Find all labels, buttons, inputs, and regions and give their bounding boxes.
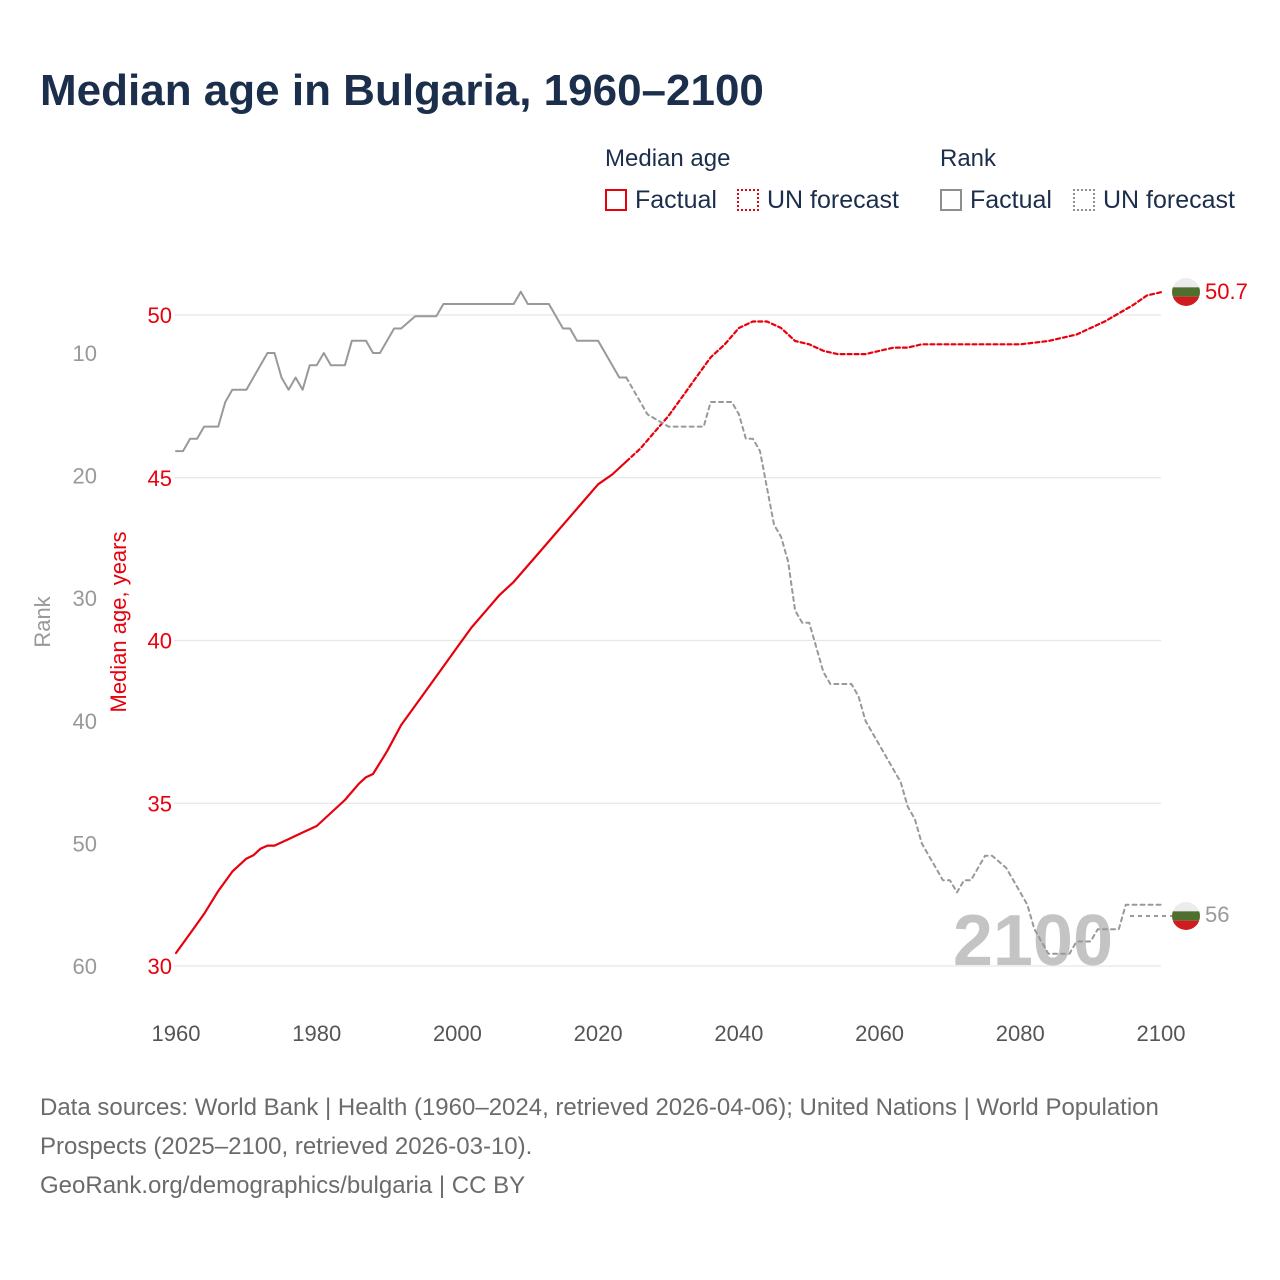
bulgaria-flag-icon-median	[1172, 278, 1200, 306]
x-tick: 1980	[292, 1021, 341, 1046]
y-tick-rank: 40	[73, 709, 97, 734]
end-label-median: 50.7	[1205, 279, 1248, 304]
legend-median-forecast-label: UN forecast	[767, 185, 899, 214]
y-tick-median: 45	[148, 466, 172, 491]
rank-factual-line	[175, 290, 628, 453]
legend-rank-factual[interactable]: Factual	[940, 185, 1052, 215]
legend-title-rank: Rank	[940, 145, 997, 172]
page-title: Median age in Bulgaria, 1960–2100	[40, 66, 764, 115]
footer-sources: Data sources: World Bank | Health (1960–…	[40, 1094, 1159, 1160]
y-tick-rank: 50	[73, 831, 97, 856]
legend-title-median-age: Median age	[605, 145, 731, 172]
legend-rank-forecast-label: UN forecast	[1103, 185, 1235, 214]
y-tick-rank: 20	[73, 464, 97, 489]
footer: Data sources: World Bank | Health (1960–…	[40, 1088, 1220, 1205]
y-tick-median: 30	[148, 954, 172, 979]
x-tick: 2080	[996, 1021, 1045, 1046]
legend-median-factual-swatch	[605, 189, 627, 211]
legend-rank-forecast-swatch	[1073, 189, 1095, 211]
x-tick: 2020	[574, 1021, 623, 1046]
median-age-factual-line	[174, 460, 628, 955]
x-tick: 2060	[855, 1021, 904, 1046]
y-tick-rank: 60	[73, 954, 97, 979]
x-tick: 1960	[152, 1021, 201, 1046]
legend-median-factual[interactable]: Factual	[605, 185, 717, 215]
y-tick-median: 40	[148, 629, 172, 654]
legend-rank-forecast[interactable]: UN forecast	[1073, 185, 1235, 215]
y-tick-rank: 30	[73, 586, 97, 611]
y-axis-label-median: Median age, years	[106, 532, 131, 713]
bulgaria-flag-icon-rank	[1172, 902, 1200, 930]
legend-median-forecast-swatch	[737, 189, 759, 211]
x-tick: 2100	[1137, 1021, 1186, 1046]
legend-median-factual-label: Factual	[635, 185, 717, 214]
end-label-rank: 56	[1205, 902, 1229, 927]
rank-forecast-line	[625, 376, 1162, 955]
legend-rank-factual-swatch	[940, 189, 962, 211]
y-axis-label-rank: Rank	[30, 595, 55, 647]
y-tick-median: 50	[148, 303, 172, 328]
legend-median-forecast[interactable]: UN forecast	[737, 185, 899, 215]
legend-rank-factual-label: Factual	[970, 185, 1052, 214]
x-tick: 2040	[714, 1021, 763, 1046]
footer-attribution[interactable]: GeoRank.org/demographics/bulgaria | CC B…	[40, 1172, 526, 1199]
x-tick: 2000	[433, 1021, 482, 1046]
median-age-rank-chart: 30 35 40 45 50 10 20 30 40 50 60 1960 1980 2000 2020…	[30, 278, 1248, 1046]
y-tick-rank: 10	[73, 341, 97, 366]
y-tick-median: 35	[148, 791, 172, 816]
median-age-forecast-line	[625, 291, 1163, 463]
